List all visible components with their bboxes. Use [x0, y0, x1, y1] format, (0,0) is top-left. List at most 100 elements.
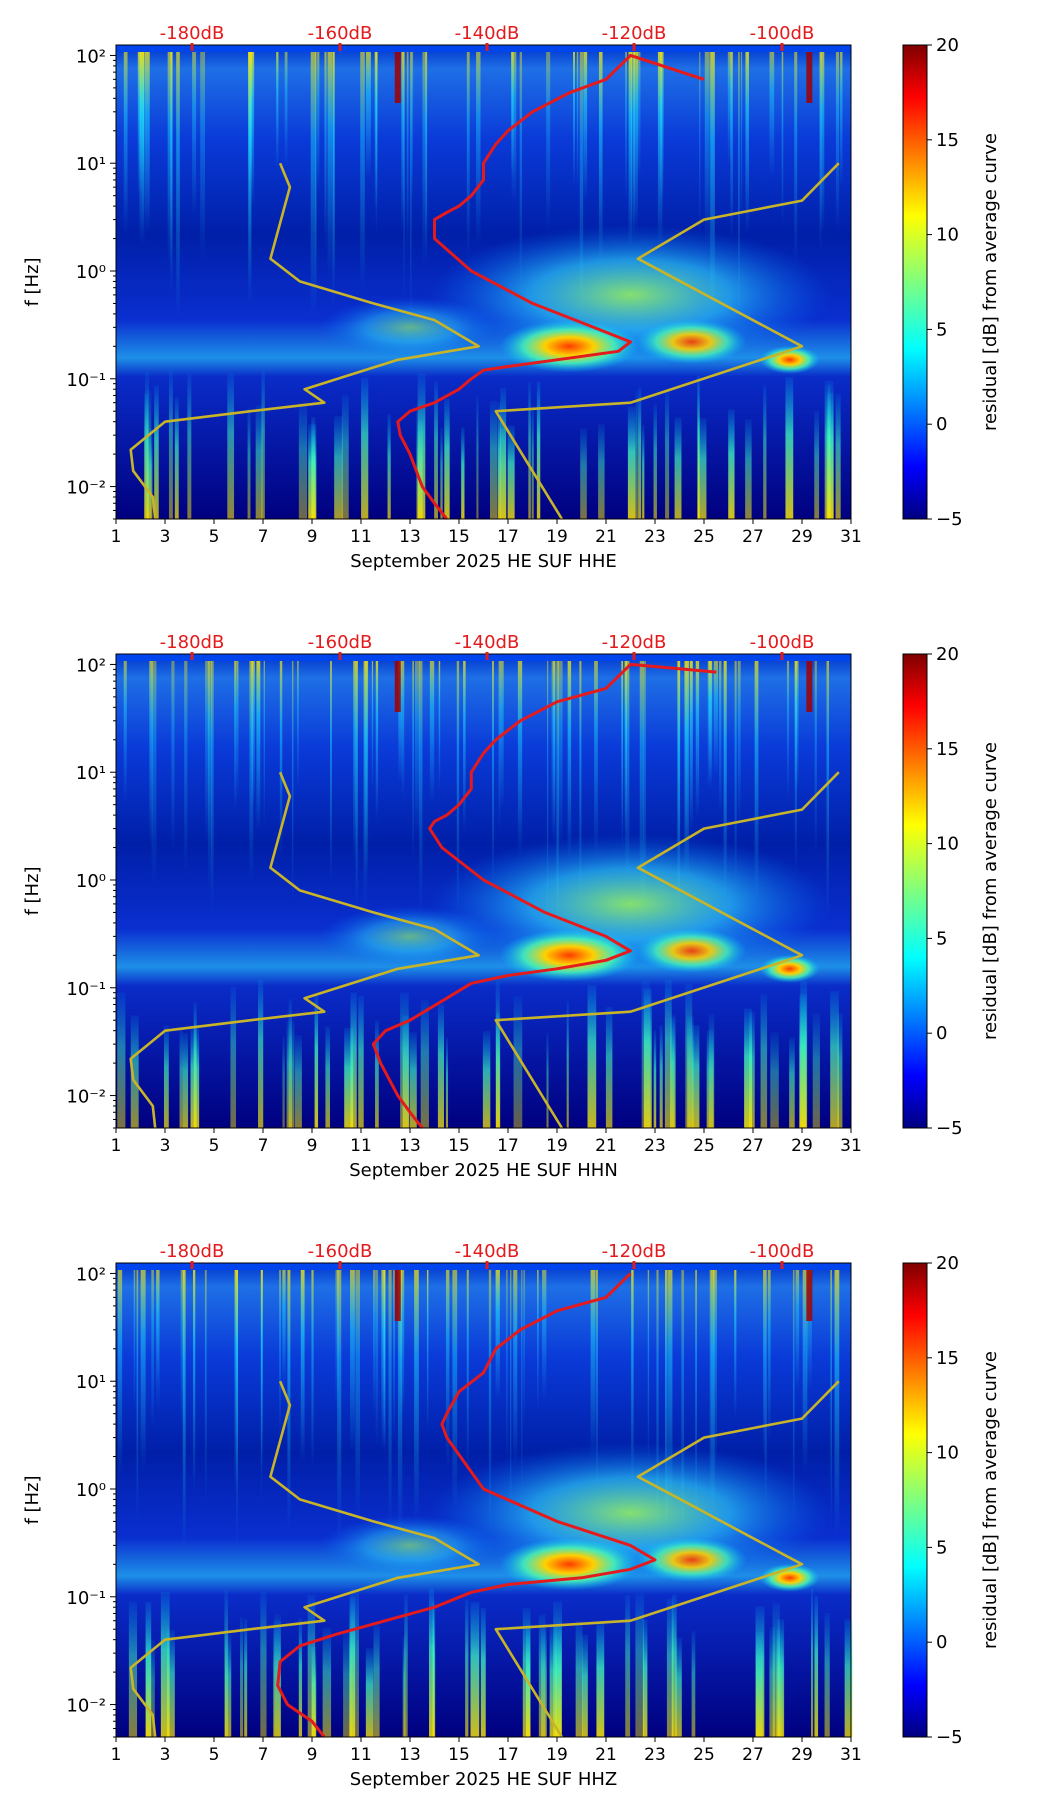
- x-tick-label: 19: [546, 1745, 568, 1765]
- heatmap-top-strip: [116, 45, 851, 52]
- heatmap-stripe: [249, 656, 254, 882]
- heatmap-blob: [636, 319, 747, 364]
- heatmap-stripe: [297, 656, 299, 791]
- heatmap-band: [666, 1599, 674, 1737]
- heatmap-stripe: [365, 47, 371, 179]
- heatmap-stripe: [414, 1265, 419, 1521]
- heatmap-stripe: [639, 656, 644, 906]
- heatmap-stripe: [513, 1265, 518, 1468]
- heatmap-stripe: [519, 47, 523, 295]
- heatmap-band: [179, 1028, 183, 1128]
- x-tick-label: 15: [448, 1745, 470, 1765]
- top-db-label: -100dB: [750, 1241, 815, 1262]
- heatmap-band: [350, 1588, 359, 1737]
- heatmap-stripe: [353, 656, 357, 865]
- x-tick-label: 1: [111, 1745, 122, 1765]
- heatmap-band: [470, 1602, 480, 1737]
- x-tick-label: 17: [497, 1136, 519, 1156]
- heatmap-top-strip: [116, 654, 851, 661]
- x-tick-label: 11: [350, 1745, 372, 1765]
- heatmap-stripe: [426, 1265, 429, 1434]
- heatmap-band: [625, 1594, 631, 1737]
- heatmap-band: [314, 994, 319, 1128]
- heatmap-band: [674, 417, 682, 519]
- heatmap-stripe: [151, 656, 157, 886]
- x-tick-label: 3: [160, 1745, 171, 1765]
- heatmap-stripe: [713, 656, 719, 776]
- x-tick-label: 9: [307, 1745, 318, 1765]
- heatmap-stripe: [381, 1265, 386, 1449]
- heatmap-blob: [499, 320, 640, 373]
- x-tick-label: 21: [595, 527, 617, 547]
- heatmap-event-column: [806, 48, 813, 103]
- heatmap-band: [434, 381, 438, 519]
- heatmap-stripe: [337, 1265, 342, 1540]
- heatmap-stripe: [371, 656, 374, 791]
- heatmap-stripe: [764, 1265, 767, 1509]
- heatmap-band: [480, 1607, 486, 1737]
- x-tick-label: 9: [307, 1136, 318, 1156]
- heatmap-band: [692, 1024, 700, 1128]
- heatmap-band: [404, 1594, 408, 1737]
- heatmap-stripe: [355, 1265, 360, 1519]
- heatmap-band: [440, 427, 443, 519]
- heatmap-stripe: [375, 656, 379, 821]
- heatmap-band: [311, 416, 316, 519]
- heatmap-stripe: [156, 1265, 160, 1412]
- heatmap-stripe: [677, 656, 681, 860]
- heatmap-band: [489, 400, 498, 519]
- heatmap-band: [513, 996, 523, 1128]
- colorbar: −5 0 5 10 15 20 residual [dB] from average cur…: [902, 1253, 1001, 1748]
- heatmap-stripe: [279, 656, 283, 858]
- heatmap-stripe: [590, 1265, 596, 1459]
- heatmap-band: [344, 1027, 354, 1128]
- average-psd-curve: [396, 53, 705, 520]
- y-axis-label: f [Hz]: [22, 866, 43, 915]
- heatmap-blob: [636, 928, 747, 973]
- x-tick-label: 27: [742, 1745, 764, 1765]
- heatmap-stripe: [360, 47, 365, 291]
- heatmap-band: [744, 1008, 753, 1128]
- heatmap-stripe: [279, 1265, 281, 1438]
- heatmap-band: [343, 1632, 352, 1737]
- colorbar-tick-label: 20: [936, 35, 959, 56]
- heatmap-stripe: [429, 656, 435, 804]
- heatmap-stripe: [291, 656, 294, 903]
- heatmap-microseism-glow: [320, 224, 831, 374]
- heatmap-stripe: [207, 656, 213, 896]
- heatmap-stripe: [466, 1265, 469, 1474]
- x-tick-label: 19: [546, 1136, 568, 1156]
- heatmap-band: [295, 1035, 302, 1128]
- heatmap-stripe: [510, 1265, 512, 1530]
- heatmap-band: [437, 1004, 444, 1128]
- colorbar-tick-label: 15: [936, 130, 959, 151]
- heatmap-stripe: [141, 47, 144, 238]
- x-tick-label: 5: [209, 1136, 220, 1156]
- y-tick-label: 10⁻²: [66, 1696, 106, 1717]
- heatmap-stripe: [660, 47, 664, 204]
- heatmap-stripe: [546, 656, 549, 933]
- x-tick-label: 29: [791, 527, 813, 547]
- heatmap-band: [799, 994, 807, 1128]
- x-tick-label: 25: [693, 527, 715, 547]
- heatmap-stripe: [537, 1265, 539, 1412]
- heatmap-stripe: [712, 1265, 715, 1513]
- heatmap-band: [325, 1026, 330, 1128]
- heatmap-stripe: [708, 656, 713, 784]
- heatmap-stripe: [802, 1265, 808, 1474]
- heatmap-band: [482, 1031, 491, 1128]
- heatmap-band: [653, 404, 657, 519]
- heatmap-band: [844, 1619, 853, 1737]
- heatmap-stripe: [438, 656, 441, 791]
- y-tick-label: 10¹: [76, 763, 106, 784]
- heatmap-stripe: [167, 47, 173, 268]
- heatmap-vertical-stripes: [123, 656, 830, 940]
- heatmap-band: [322, 1628, 332, 1737]
- heatmap-stripe: [795, 1265, 800, 1391]
- heatmap-stripe: [668, 1265, 673, 1511]
- heatmap-band: [598, 424, 605, 519]
- heatmap-stripe: [401, 656, 405, 799]
- heatmap-band: [642, 1619, 648, 1737]
